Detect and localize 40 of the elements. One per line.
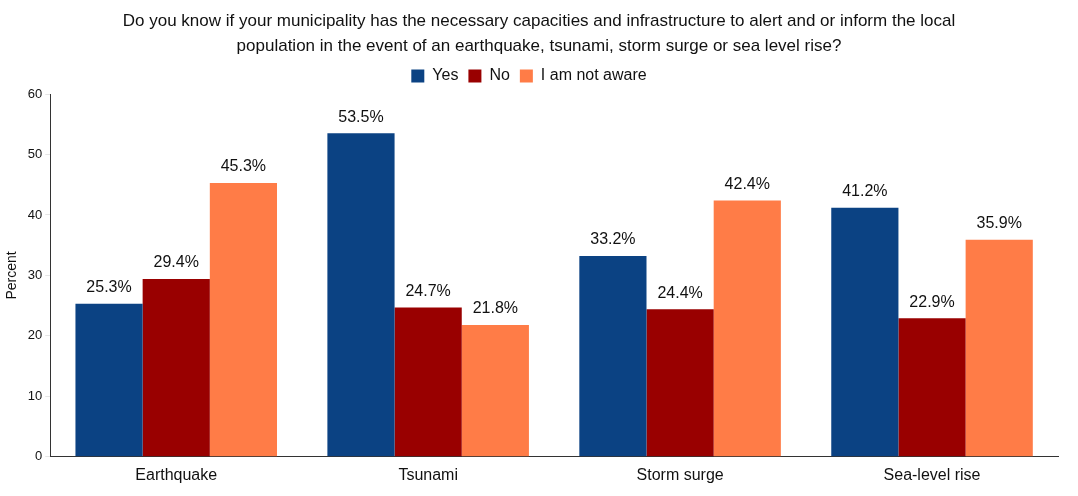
y-axis-title: Percent [3, 251, 20, 300]
bar [209, 182, 277, 457]
data-label: 53.5% [338, 107, 384, 125]
x-tick-label: Earthquake [135, 465, 218, 483]
legend-label: Yes [432, 66, 459, 84]
data-label: 24.7% [405, 281, 451, 299]
y-tick-label: 10 [27, 387, 43, 403]
data-label: 22.9% [909, 292, 955, 310]
data-label: 45.3% [220, 157, 267, 175]
x-tick-label: Storm surge [636, 465, 724, 483]
bar [75, 303, 143, 457]
bar [898, 318, 966, 457]
legend-label: No [489, 66, 510, 84]
bar [142, 279, 210, 457]
data-label: 29.4% [153, 253, 199, 271]
data-label: 35.9% [976, 214, 1022, 232]
bar [327, 133, 395, 457]
bar [965, 239, 1033, 457]
data-label: 42.4% [724, 174, 770, 192]
bar [579, 256, 647, 457]
data-label: 24.4% [657, 283, 703, 301]
x-tick-label: Sea-level rise [883, 465, 981, 483]
x-tick-label: Tsunami [398, 465, 458, 483]
bar [713, 200, 781, 457]
y-tick-label: 60 [27, 85, 43, 101]
data-label: 33.2% [590, 230, 636, 248]
y-tick-label: 20 [27, 327, 43, 343]
data-label: 41.2% [842, 182, 888, 200]
y-tick-label: 50 [27, 146, 43, 162]
data-label: 25.3% [86, 278, 132, 296]
y-tick-label: 40 [27, 206, 43, 222]
bar [394, 307, 462, 457]
y-tick-label: 0 [35, 448, 43, 464]
chart-title: Do you know if your municipality has the necessary capacities and infrastructure to alert and or inform the local population in the event of an earthquake, tsunami, storm surge or sea level rise? [121, 10, 957, 57]
bar [646, 309, 714, 457]
bar [831, 207, 899, 457]
y-tick-label: 30 [27, 266, 43, 282]
data-label: 21.8% [472, 299, 519, 317]
bar [461, 324, 529, 457]
legend-label: I am not aware [540, 66, 647, 84]
